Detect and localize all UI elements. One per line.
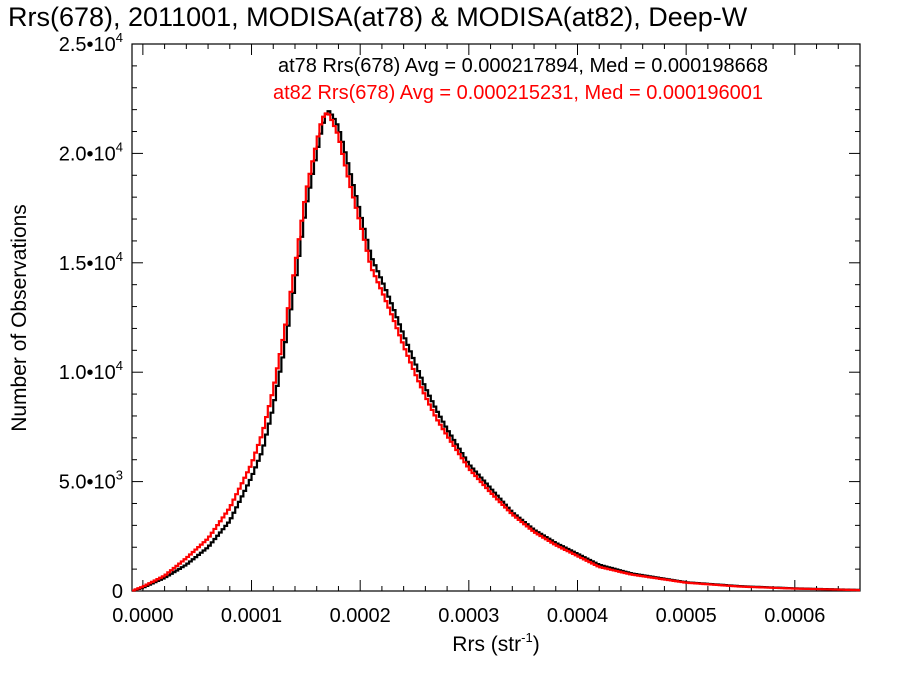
x-tick-label: 0.0003 [438, 605, 499, 627]
y-tick-mantissa: 5.0•10 [59, 472, 116, 494]
y-tick-mantissa: 1.0•10 [59, 362, 116, 384]
x-tick-label: 0.0004 [547, 605, 608, 627]
y-tick-label: 1.0•104 [59, 358, 123, 384]
annotation-at78: at78 Rrs(678) Avg = 0.000217894, Med = 0… [278, 55, 768, 77]
y-tick-mantissa: 2.0•10 [59, 143, 116, 165]
y-tick-mantissa: 2.5•10 [59, 34, 116, 56]
plot-frame [131, 43, 861, 592]
chart-title: Rrs(678), 2011001, MODISA(at78) & MODISA… [8, 2, 748, 32]
y-axis-label: Number of Observations [8, 204, 31, 432]
x-axis-ticks: 0.0000 0.0001 0.0002 0.0003 0.0004 0.0005 0.00… [112, 44, 839, 627]
x-tick-label: 0.0005 [656, 605, 717, 627]
x-tick-label: 0.0000 [112, 605, 173, 627]
y-tick-exponent: 3 [116, 468, 123, 483]
series-line-at78 [132, 110, 860, 592]
y-tick-label: 1.5•104 [59, 249, 123, 275]
series-layer [132, 110, 860, 592]
x-tick-label: 0.0001 [221, 605, 282, 627]
y-tick-exponent: 4 [116, 139, 123, 154]
x-axis-label-sup: -1 [521, 630, 533, 645]
x-tick-label: 0.0006 [764, 605, 825, 627]
y-tick-exponent: 4 [116, 358, 123, 373]
x-axis-label-main: Rrs (str [452, 633, 521, 656]
y-tick-label: 2.0•104 [59, 139, 123, 165]
x-axis-label-close: ) [533, 633, 540, 656]
y-tick-label: 5.0•103 [59, 468, 123, 494]
series-line-at82 [132, 112, 860, 592]
y-tick-exponent: 4 [116, 30, 123, 45]
y-tick-label: 0 [112, 581, 123, 603]
x-axis-label: Rrs (str-1) [452, 630, 539, 656]
y-tick-mantissa: 1.5•10 [59, 253, 116, 275]
y-tick-mantissa: 0 [112, 581, 123, 603]
annotation-at82: at82 Rrs(678) Avg = 0.000215231, Med = 0… [273, 82, 763, 104]
y-tick-label: 2.5•104 [59, 30, 123, 56]
y-tick-exponent: 4 [116, 249, 123, 264]
x-tick-label: 0.0002 [330, 605, 391, 627]
